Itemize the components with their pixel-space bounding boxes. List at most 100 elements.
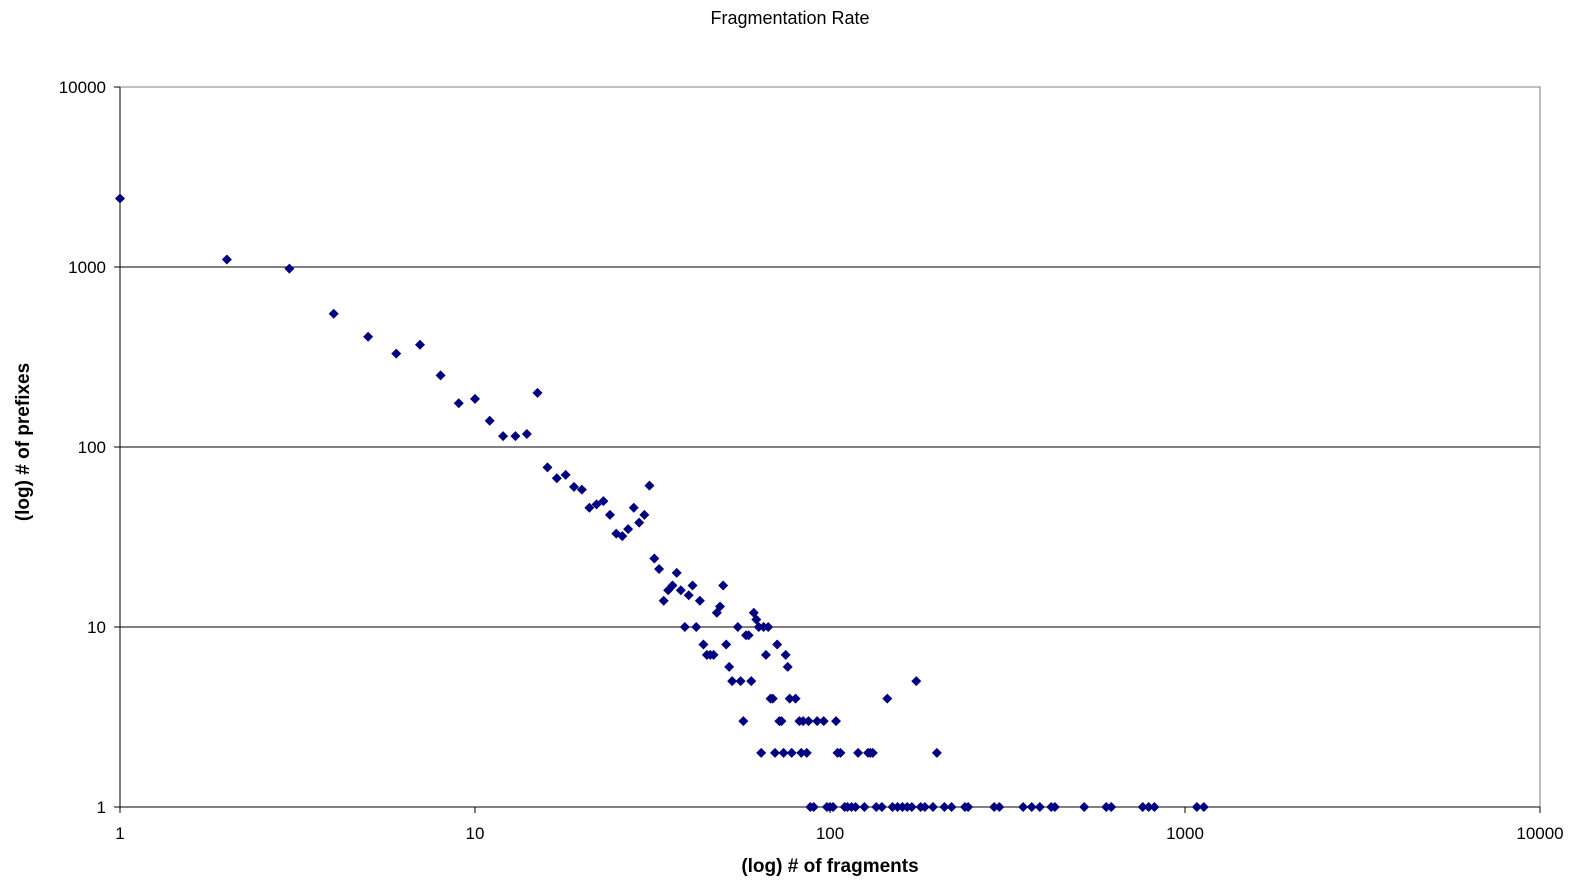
data-point	[671, 567, 682, 578]
data-point	[887, 802, 898, 812]
data-point	[591, 499, 602, 510]
data-point	[667, 580, 678, 591]
y-tick-label: 1	[97, 798, 106, 817]
data-point	[828, 802, 839, 812]
data-point	[498, 431, 509, 442]
data-point	[770, 747, 781, 758]
data-point	[1018, 802, 1029, 812]
x-axis-label: (log) # of fragments	[741, 856, 918, 877]
data-point	[687, 580, 698, 591]
data-point	[746, 676, 757, 687]
data-point	[876, 802, 887, 812]
data-point	[568, 481, 579, 492]
data-point	[363, 331, 374, 342]
data-point	[756, 747, 767, 758]
data-point	[654, 564, 665, 575]
data-point	[617, 531, 628, 542]
y-axis-label: (log) # of prefixes	[13, 363, 34, 521]
gridlines	[120, 266, 1540, 628]
axes: 1 10 100 1000 10000 1 10 100 1000 10000	[59, 78, 1564, 843]
data-point	[724, 661, 735, 672]
data-point	[780, 649, 791, 660]
data-point	[772, 639, 783, 650]
data-point	[738, 716, 749, 727]
y-tick-label: 10	[87, 618, 106, 637]
data-point	[584, 502, 595, 513]
data-point	[1049, 802, 1060, 812]
data-point	[882, 693, 893, 704]
data-point	[776, 716, 787, 727]
chart-title: Fragmentation Rate	[710, 8, 869, 28]
data-point	[698, 639, 709, 650]
data-point	[767, 693, 778, 704]
x-tick-label: 1000	[1166, 824, 1204, 843]
data-point	[715, 601, 726, 612]
data-point	[453, 398, 464, 409]
data-point	[718, 580, 729, 591]
data-point	[906, 802, 917, 812]
data-point	[927, 802, 938, 812]
data-point	[679, 622, 690, 632]
data-point	[576, 484, 587, 495]
data-point	[911, 676, 922, 687]
data-points	[115, 193, 1209, 812]
data-point	[683, 590, 694, 601]
data-point	[946, 802, 957, 812]
data-point	[694, 595, 705, 606]
data-point	[1101, 802, 1112, 812]
data-point	[818, 716, 829, 727]
x-tick-label: 10000	[1516, 824, 1563, 843]
data-point	[1079, 802, 1090, 812]
data-point	[786, 747, 797, 758]
data-point	[963, 802, 974, 812]
data-point	[391, 348, 402, 359]
data-point	[808, 802, 819, 812]
data-point	[542, 462, 553, 473]
y-tick-label: 10000	[59, 78, 106, 97]
data-point	[763, 622, 774, 632]
data-point	[760, 649, 771, 660]
data-point	[1106, 802, 1117, 812]
data-point	[551, 473, 562, 484]
data-point	[796, 747, 807, 758]
data-point	[790, 693, 801, 704]
data-point	[735, 676, 746, 687]
data-point	[328, 308, 339, 319]
x-tick-label: 100	[816, 824, 844, 843]
data-point	[1034, 802, 1045, 812]
data-point	[778, 747, 789, 758]
y-tick-label: 1000	[68, 258, 106, 277]
data-point	[470, 393, 480, 404]
y-tick-label: 100	[78, 438, 106, 457]
data-point	[634, 517, 645, 528]
data-point	[1191, 802, 1202, 812]
data-point	[853, 747, 864, 758]
data-point	[732, 622, 743, 632]
data-point	[532, 387, 543, 398]
data-point	[510, 431, 521, 442]
data-point	[560, 469, 571, 480]
data-point	[1137, 802, 1148, 812]
data-point	[708, 649, 719, 660]
x-tick-label: 10	[466, 824, 485, 843]
data-point	[782, 661, 793, 672]
data-point	[115, 193, 125, 204]
data-point	[639, 509, 650, 520]
data-point	[994, 802, 1005, 812]
data-point	[623, 524, 634, 535]
data-point	[743, 630, 754, 641]
data-point	[1026, 802, 1037, 812]
data-point	[628, 502, 639, 513]
data-point	[798, 716, 809, 727]
data-point	[727, 676, 738, 687]
data-point	[931, 747, 942, 758]
data-point	[871, 802, 882, 812]
data-point	[989, 802, 1000, 812]
data-point	[784, 693, 795, 704]
data-point	[284, 263, 295, 274]
data-point	[859, 802, 870, 812]
data-point	[691, 622, 702, 632]
x-tick-label: 1	[115, 824, 124, 843]
data-point	[939, 802, 950, 812]
